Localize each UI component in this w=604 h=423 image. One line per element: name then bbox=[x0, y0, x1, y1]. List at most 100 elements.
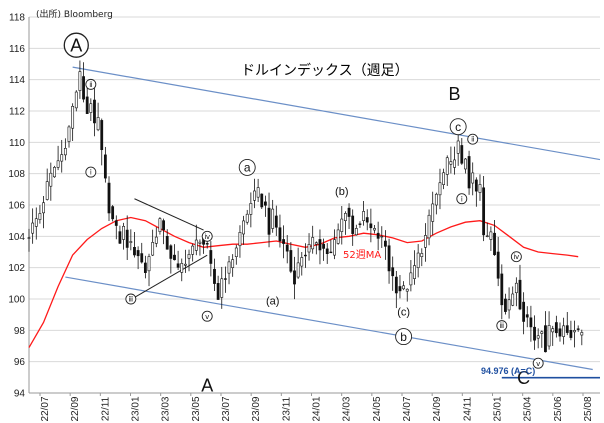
candle-body bbox=[118, 231, 122, 244]
wave-label-circle bbox=[456, 193, 468, 205]
candle-body bbox=[223, 278, 227, 280]
candle-body bbox=[133, 247, 136, 256]
candle-body bbox=[551, 328, 555, 333]
candle-body bbox=[533, 326, 536, 341]
candle-body bbox=[485, 235, 489, 237]
candle-body bbox=[384, 240, 387, 247]
triangle-line bbox=[134, 254, 208, 298]
x-tick-label: 23/05 bbox=[191, 396, 202, 421]
candle-body bbox=[209, 250, 213, 264]
candle-body bbox=[573, 330, 576, 333]
candle-body bbox=[445, 157, 449, 175]
candle-body bbox=[438, 182, 442, 196]
candle-body bbox=[151, 242, 155, 256]
x-tick-label: 24/07 bbox=[402, 396, 413, 421]
candle-body bbox=[576, 328, 580, 330]
candle-body bbox=[129, 241, 133, 243]
y-tick-label: 102 bbox=[8, 263, 25, 274]
x-tick-label: 25/06 bbox=[553, 396, 564, 421]
candle-body bbox=[558, 328, 562, 337]
candle-body bbox=[125, 229, 129, 248]
candle-body bbox=[314, 242, 318, 245]
candle-body bbox=[351, 215, 355, 234]
candle-body bbox=[256, 187, 260, 198]
candle-body bbox=[38, 213, 42, 220]
candle-body bbox=[544, 325, 547, 353]
wave-label: ⅲ bbox=[129, 297, 133, 304]
x-tick-label: 24/05 bbox=[372, 396, 383, 421]
candle-body bbox=[325, 248, 329, 254]
candle-body bbox=[143, 262, 147, 273]
wave-labels: A A B Ca b c (a) (b) (c) ⅰ ⅱ ⅲ ⅳ ⅴ ⅰ ⅱ ⅲ ⅳ ⅴ bbox=[63, 32, 544, 396]
candle-body bbox=[489, 231, 493, 240]
source-note: (出所) Bloomberg bbox=[36, 8, 113, 20]
wave-label: A bbox=[70, 36, 82, 56]
candle-body bbox=[67, 126, 71, 142]
candle-body bbox=[373, 228, 376, 231]
candle-body bbox=[238, 232, 242, 247]
candle-body bbox=[460, 145, 464, 164]
x-tick-label: 23/03 bbox=[161, 396, 172, 421]
candle-body bbox=[107, 182, 111, 214]
wave-label-circle bbox=[63, 32, 89, 58]
candle-body bbox=[344, 213, 347, 221]
candle-body bbox=[49, 172, 53, 187]
candle-body bbox=[158, 218, 162, 232]
y-tick-label: 118 bbox=[9, 13, 25, 24]
candle-body bbox=[525, 314, 529, 318]
candle-body bbox=[554, 322, 558, 334]
candle-body bbox=[336, 229, 340, 244]
candle-body bbox=[402, 285, 406, 290]
candle-body bbox=[405, 288, 409, 292]
candle-body bbox=[387, 245, 391, 272]
candle-body bbox=[322, 243, 325, 249]
y-tick-label: 114 bbox=[9, 75, 25, 86]
wave-label-circle bbox=[532, 357, 544, 369]
x-tick-label: 25/04 bbox=[523, 396, 534, 421]
candle-body bbox=[231, 259, 235, 268]
wave-label-circle bbox=[201, 310, 213, 322]
candle-body bbox=[165, 236, 169, 250]
candle-body bbox=[300, 257, 304, 267]
candle-body bbox=[496, 251, 500, 279]
x-tick-label: 24/11 bbox=[462, 396, 473, 421]
wave-label: ⅰ bbox=[90, 170, 92, 177]
candle-body bbox=[154, 236, 158, 244]
candle-body bbox=[216, 283, 220, 300]
candle-body bbox=[122, 226, 125, 240]
candle-body bbox=[74, 91, 78, 109]
wave-label: b bbox=[400, 330, 407, 344]
wave-label: ⅴ bbox=[536, 361, 540, 368]
candle-body bbox=[420, 253, 424, 258]
candle-body bbox=[282, 239, 285, 244]
wave-label: ⅴ bbox=[205, 314, 209, 321]
candle-body bbox=[60, 154, 64, 162]
candle-body bbox=[271, 208, 275, 229]
x-tick-label: 22/07 bbox=[40, 396, 51, 421]
y-tick-label: 96 bbox=[14, 357, 26, 368]
candle-body bbox=[205, 243, 209, 245]
candle-body bbox=[111, 206, 115, 220]
candle-body bbox=[260, 193, 264, 208]
wave-label-circle bbox=[467, 133, 479, 145]
candle-body bbox=[424, 235, 427, 248]
weekly-candlesticks bbox=[27, 60, 584, 353]
candle-body bbox=[71, 105, 75, 129]
candle-body bbox=[103, 154, 107, 179]
candle-body bbox=[442, 172, 446, 185]
candle-body bbox=[453, 159, 456, 168]
wave-label: ⅲ bbox=[500, 323, 504, 330]
candle-body bbox=[296, 262, 300, 278]
wave-label: (c) bbox=[397, 306, 410, 318]
candle-body bbox=[333, 239, 336, 256]
candle-body bbox=[369, 223, 373, 229]
candle-body bbox=[42, 202, 45, 214]
wave-label-circle bbox=[510, 251, 522, 263]
wave-label-circle bbox=[238, 158, 256, 176]
x-tick-label: 23/01 bbox=[131, 396, 142, 421]
wave-label: A bbox=[201, 376, 213, 396]
wave-label: ⅳ bbox=[514, 254, 520, 261]
candle-body bbox=[391, 267, 395, 277]
candle-body bbox=[536, 335, 540, 339]
